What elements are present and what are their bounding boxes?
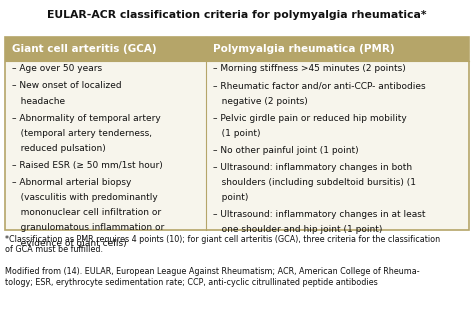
Text: reduced pulsation): reduced pulsation) [12,144,106,153]
Text: (1 point): (1 point) [213,129,261,138]
Text: Polymyalgia rheumatica (PMR): Polymyalgia rheumatica (PMR) [213,44,395,54]
Text: – Age over 50 years: – Age over 50 years [12,64,102,73]
Bar [5,37,206,61]
Text: – No other painful joint (1 point): – No other painful joint (1 point) [213,146,359,155]
Text: negative (2 points): negative (2 points) [213,97,308,106]
Bar [206,37,469,61]
Text: – Abnormality of temporal artery: – Abnormality of temporal artery [12,114,161,123]
Text: one shoulder and hip joint (1 point): one shoulder and hip joint (1 point) [213,225,383,234]
Text: *Classification as PMR requires 4 points (10); for giant cell arteritis (GCA), t: *Classification as PMR requires 4 points… [5,235,440,254]
Text: granulomatous inflammation or: granulomatous inflammation or [12,223,164,232]
Text: headache: headache [12,97,65,106]
Text: mononuclear cell infiltration or: mononuclear cell infiltration or [12,208,161,217]
Text: – Pelvic girdle pain or reduced hip mobility: – Pelvic girdle pain or reduced hip mobi… [213,114,407,123]
Text: EULAR-ACR classification criteria for polymyalgia rheumatica*: EULAR-ACR classification criteria for po… [47,10,427,20]
Text: – New onset of localized: – New onset of localized [12,81,121,90]
Text: (temporal artery tenderness,: (temporal artery tenderness, [12,129,152,138]
Text: point): point) [213,193,249,202]
Text: – Rheumatic factor and/or anti-CCP- antibodies: – Rheumatic factor and/or anti-CCP- anti… [213,81,426,90]
Text: – Morning stiffness >45 minutes (2 points): – Morning stiffness >45 minutes (2 point… [213,64,406,73]
Bar [5,37,469,230]
Text: – Raised ESR (≥ 50 mm/1st hour): – Raised ESR (≥ 50 mm/1st hour) [12,161,163,170]
Text: – Ultrasound: inflammatory changes in both: – Ultrasound: inflammatory changes in bo… [213,163,412,172]
Text: shoulders (including subdeltoid bursitis) (1: shoulders (including subdeltoid bursitis… [213,178,416,187]
Text: Modified from (14). EULAR, European League Against Rheumatism; ACR, American Col: Modified from (14). EULAR, European Leag… [5,267,419,287]
Text: – Abnormal arterial biopsy: – Abnormal arterial biopsy [12,178,131,187]
Text: (vasculitis with predominantly: (vasculitis with predominantly [12,193,157,202]
Text: Giant cell arteritis (GCA): Giant cell arteritis (GCA) [12,44,156,54]
Text: evidence of giant cells): evidence of giant cells) [12,239,127,248]
Text: – Ultrasound: inflammatory changes in at least: – Ultrasound: inflammatory changes in at… [213,210,426,219]
